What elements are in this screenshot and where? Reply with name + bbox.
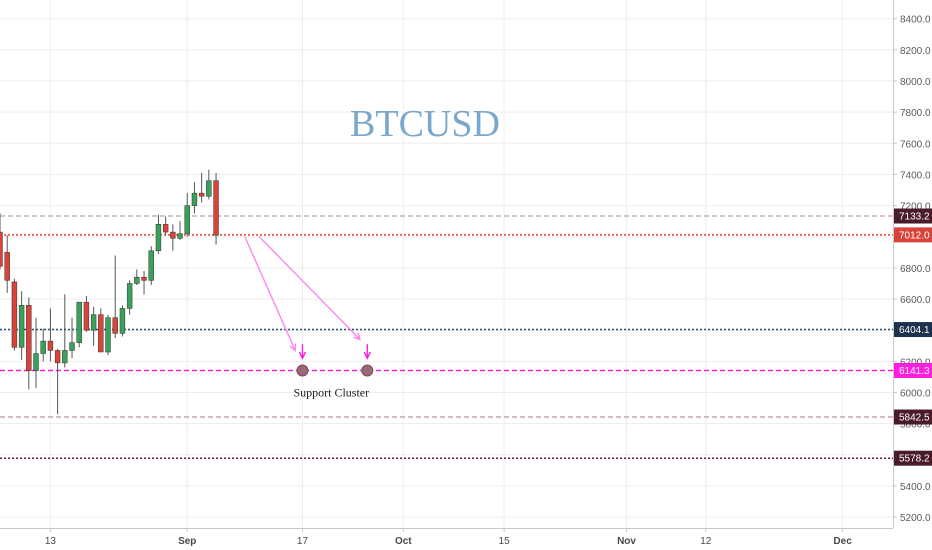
candle-body (76, 301, 82, 343)
candle-body (47, 340, 54, 351)
support-marker (361, 364, 374, 377)
arrow-line (244, 236, 296, 351)
y-tick-label: 7800.0 (900, 108, 931, 119)
price-badge-label: 6141.3 (899, 366, 930, 377)
candle-body (191, 192, 198, 206)
chart-title: BTCUSD (350, 103, 500, 145)
y-tick-label: 7200.0 (900, 202, 931, 213)
price-badge (894, 450, 932, 466)
y-tick-label: 6800.0 (900, 264, 931, 275)
candle-body (105, 317, 111, 353)
price-badge-label: 7133.2 (899, 211, 930, 222)
arrow-head (298, 351, 307, 360)
candle-body (40, 340, 46, 354)
y-tick-label: 7600.0 (900, 139, 931, 150)
price-badge (894, 322, 932, 338)
y-tick-label: 5400.0 (900, 482, 931, 493)
price-badge-label: 7012.0 (899, 230, 930, 241)
y-tick-label: 6200.0 (900, 357, 931, 368)
x-tick-label: Nov (617, 536, 636, 547)
grid-lines (0, 0, 893, 528)
candle-body (54, 350, 61, 364)
candle-body (198, 192, 205, 197)
arrow-line (258, 236, 361, 341)
candle-body (184, 205, 190, 234)
annotation-label: Support Cluster (293, 385, 369, 399)
candle-body (18, 305, 25, 348)
candle-body (69, 342, 75, 351)
candle-body (119, 308, 126, 334)
candle-body (155, 224, 162, 252)
candle-body (33, 353, 39, 371)
price-badge (894, 208, 932, 224)
projection-arrows (244, 236, 371, 360)
y-tick-label: 8400.0 (900, 15, 931, 26)
candle-body (126, 283, 133, 309)
candle-body (90, 314, 97, 331)
candle-body (134, 276, 140, 284)
y-tick-label: 8200.0 (900, 46, 931, 57)
x-tick-label: 12 (700, 536, 712, 547)
y-tick-label: 8000.0 (900, 77, 931, 88)
candle-body (162, 224, 169, 233)
time-axis-bg (0, 528, 932, 550)
support-markers (296, 364, 374, 377)
price-badge-label: 5842.5 (899, 413, 930, 424)
candle-body (206, 180, 212, 197)
candles (0, 169, 219, 415)
x-tick-label: 13 (45, 536, 57, 547)
y-tick-label: 6000.0 (900, 388, 931, 399)
candle-body (177, 233, 183, 239)
price-badge (894, 362, 932, 378)
candle-body (112, 317, 118, 334)
candle-body (26, 305, 32, 371)
annotations: Support Cluster (293, 385, 369, 399)
candle-body (4, 252, 10, 281)
price-badge-label: 6404.1 (899, 325, 930, 336)
candle-body (0, 231, 3, 267)
x-tick-label: 17 (297, 536, 309, 547)
candle-body (170, 231, 176, 239)
y-tick-label: 7400.0 (900, 170, 931, 181)
price-badge-label: 5578.2 (899, 454, 930, 465)
support-marker (296, 364, 309, 377)
price-badge (894, 227, 932, 243)
candle-body (98, 314, 104, 353)
candle-body (148, 250, 154, 281)
x-tick-label: 15 (499, 536, 511, 547)
price-badge (894, 409, 932, 425)
arrow-head (353, 332, 362, 341)
price-badges: 7133.2 7012.0 6404.1 6141.3 5842.5 5578.2 (894, 208, 932, 466)
arrow-head (289, 343, 297, 352)
candle-body (11, 281, 18, 348)
x-tick-label: Dec (833, 536, 852, 547)
y-tick-label: 5200.0 (900, 513, 931, 524)
y-tick-label: 5800.0 (900, 420, 931, 431)
y-tick-label: 6600.0 (900, 295, 931, 306)
candle-body (141, 276, 147, 281)
x-tick-label: Oct (395, 536, 412, 547)
arrow-head (363, 351, 371, 360)
candle-body (83, 301, 90, 331)
horizontal-levels (0, 215, 893, 459)
candle-body (62, 350, 68, 364)
candle-body (213, 180, 219, 236)
x-tick-label: Sep (178, 536, 196, 547)
